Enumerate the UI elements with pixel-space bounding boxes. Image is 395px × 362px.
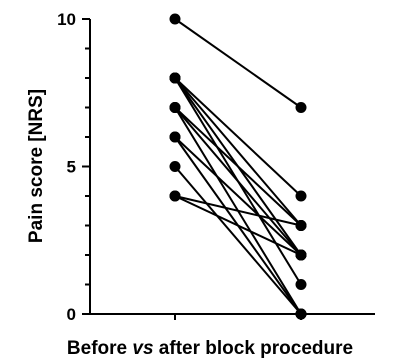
pair-line bbox=[174, 106, 302, 256]
y-axis-title: Pain score [NRS] bbox=[26, 89, 47, 243]
pair-line bbox=[174, 195, 302, 256]
point-before bbox=[169, 72, 181, 84]
x-axis-title: Before vs after block procedure bbox=[67, 338, 353, 359]
x-axis-title-part: vs bbox=[132, 338, 153, 359]
point-after bbox=[295, 308, 307, 320]
pair-line bbox=[174, 77, 302, 197]
y-tick-label: 10 bbox=[57, 10, 76, 29]
pair-line bbox=[174, 165, 302, 315]
pair-line bbox=[174, 18, 302, 109]
y-tick-label: 0 bbox=[67, 305, 76, 324]
axes: 0 5 10 bbox=[57, 10, 375, 324]
pair-lines bbox=[174, 18, 302, 315]
point-after bbox=[295, 220, 307, 231]
point-after bbox=[295, 279, 307, 290]
point-before bbox=[169, 161, 181, 172]
x-axis-title-part: after block procedure bbox=[154, 338, 354, 359]
pair-line bbox=[174, 77, 302, 227]
pair-line bbox=[174, 106, 302, 227]
point-after bbox=[295, 249, 307, 261]
x-axis-title-part: Before bbox=[67, 338, 132, 359]
point-before bbox=[169, 13, 181, 25]
point-after bbox=[295, 190, 307, 202]
pair-line bbox=[174, 195, 302, 227]
data-points bbox=[169, 13, 307, 320]
y-ticks: 0 5 10 bbox=[57, 10, 90, 324]
pair-line bbox=[174, 136, 302, 256]
point-before bbox=[169, 131, 181, 143]
point-after bbox=[295, 102, 307, 113]
point-before bbox=[169, 102, 181, 113]
point-before bbox=[169, 190, 181, 202]
y-tick-label: 5 bbox=[67, 158, 76, 177]
